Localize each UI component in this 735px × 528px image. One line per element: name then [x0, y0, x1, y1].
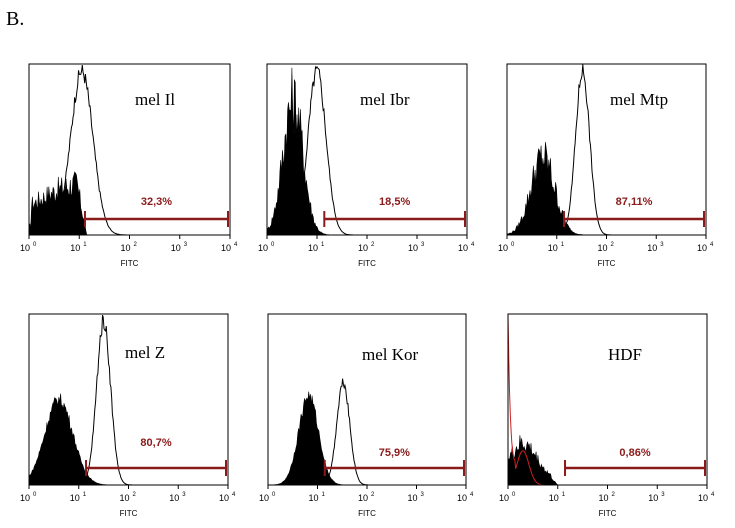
x-tick-label: 10	[70, 243, 80, 253]
x-tick-label: 10	[549, 493, 559, 503]
x-tick-exponent: 0	[511, 242, 515, 248]
x-tick-label: 10	[119, 493, 129, 503]
x-axis-label: FITC	[358, 509, 376, 518]
x-tick-exponent: 1	[83, 242, 87, 248]
x-tick-exponent: 3	[661, 492, 665, 498]
x-tick-exponent: 1	[83, 492, 87, 498]
panel-title: HDF	[608, 345, 642, 364]
x-tick-exponent: 0	[33, 492, 37, 498]
x-tick-exponent: 3	[421, 242, 425, 248]
x-axis-label: FITC	[121, 259, 139, 268]
x-axis-label: FITC	[358, 259, 376, 268]
x-tick-exponent: 1	[562, 492, 566, 498]
x-tick-label: 10	[597, 243, 607, 253]
x-tick-exponent: 0	[512, 492, 516, 498]
x-axis-label: FITC	[120, 509, 138, 518]
x-tick-label: 10	[698, 493, 708, 503]
x-tick-exponent: 4	[711, 492, 715, 498]
x-tick-exponent: 0	[271, 242, 275, 248]
x-tick-exponent: 2	[611, 242, 615, 248]
x-tick-label: 10	[169, 493, 179, 503]
x-tick-label: 10	[358, 493, 368, 503]
panel-title: mel Z	[125, 343, 165, 362]
x-axis-label: FITC	[599, 509, 617, 518]
x-tick-exponent: 1	[321, 242, 325, 248]
x-tick-exponent: 2	[371, 492, 375, 498]
x-tick-exponent: 4	[710, 242, 714, 248]
x-tick-label: 10	[308, 493, 318, 503]
x-tick-label: 10	[498, 243, 508, 253]
x-tick-exponent: 4	[234, 242, 238, 248]
x-tick-exponent: 4	[470, 492, 474, 498]
gate-percentage-label: 75,9%	[379, 447, 410, 459]
x-tick-label: 10	[697, 243, 707, 253]
gate-percentage-label: 18,5%	[379, 196, 410, 208]
x-tick-label: 10	[457, 493, 467, 503]
x-tick-exponent: 3	[421, 492, 425, 498]
x-tick-exponent: 4	[471, 242, 475, 248]
x-tick-exponent: 1	[561, 242, 565, 248]
x-tick-label: 10	[259, 493, 269, 503]
x-tick-label: 10	[308, 243, 318, 253]
x-tick-exponent: 3	[182, 492, 186, 498]
x-tick-exponent: 2	[612, 492, 616, 498]
x-tick-exponent: 2	[371, 242, 375, 248]
x-tick-exponent: 0	[33, 242, 37, 248]
panel-title: mel Kor	[362, 345, 419, 364]
gate-percentage-label: 87,11%	[616, 196, 653, 208]
x-tick-label: 10	[221, 243, 231, 253]
x-tick-label: 10	[20, 243, 30, 253]
x-tick-label: 10	[120, 243, 130, 253]
x-tick-label: 10	[407, 493, 417, 503]
filled-histogram	[28, 171, 150, 236]
x-tick-label: 10	[70, 493, 80, 503]
x-tick-exponent: 4	[232, 492, 236, 498]
x-tick-label: 10	[219, 493, 229, 503]
filled-histogram	[507, 435, 628, 486]
x-tick-label: 10	[171, 243, 181, 253]
gate-percentage-label: 32,3%	[141, 196, 172, 208]
x-axis-label: FITC	[598, 259, 616, 268]
x-tick-label: 10	[499, 493, 509, 503]
panel-title: mel Mtp	[610, 90, 668, 109]
filled-histogram	[28, 393, 149, 486]
x-tick-label: 10	[647, 243, 657, 253]
x-tick-label: 10	[258, 243, 268, 253]
x-tick-exponent: 3	[184, 242, 188, 248]
x-tick-label: 10	[20, 493, 30, 503]
figure-label: B.	[6, 8, 25, 30]
gate-percentage-label: 0,86%	[619, 447, 650, 459]
x-tick-label: 10	[458, 243, 468, 253]
x-tick-exponent: 2	[134, 242, 138, 248]
x-tick-label: 10	[408, 243, 418, 253]
x-tick-label: 10	[358, 243, 368, 253]
x-tick-exponent: 3	[660, 242, 664, 248]
panel-title: mel Il	[135, 90, 175, 109]
x-tick-label: 10	[548, 243, 558, 253]
x-tick-label: 10	[598, 493, 608, 503]
filled-histogram	[268, 391, 387, 486]
x-tick-label: 10	[648, 493, 658, 503]
x-tick-exponent: 1	[322, 492, 326, 498]
x-tick-exponent: 2	[133, 492, 137, 498]
x-tick-exponent: 0	[272, 492, 276, 498]
gate-percentage-label: 80,7%	[140, 437, 171, 449]
panel-title: mel Ibr	[360, 90, 410, 109]
